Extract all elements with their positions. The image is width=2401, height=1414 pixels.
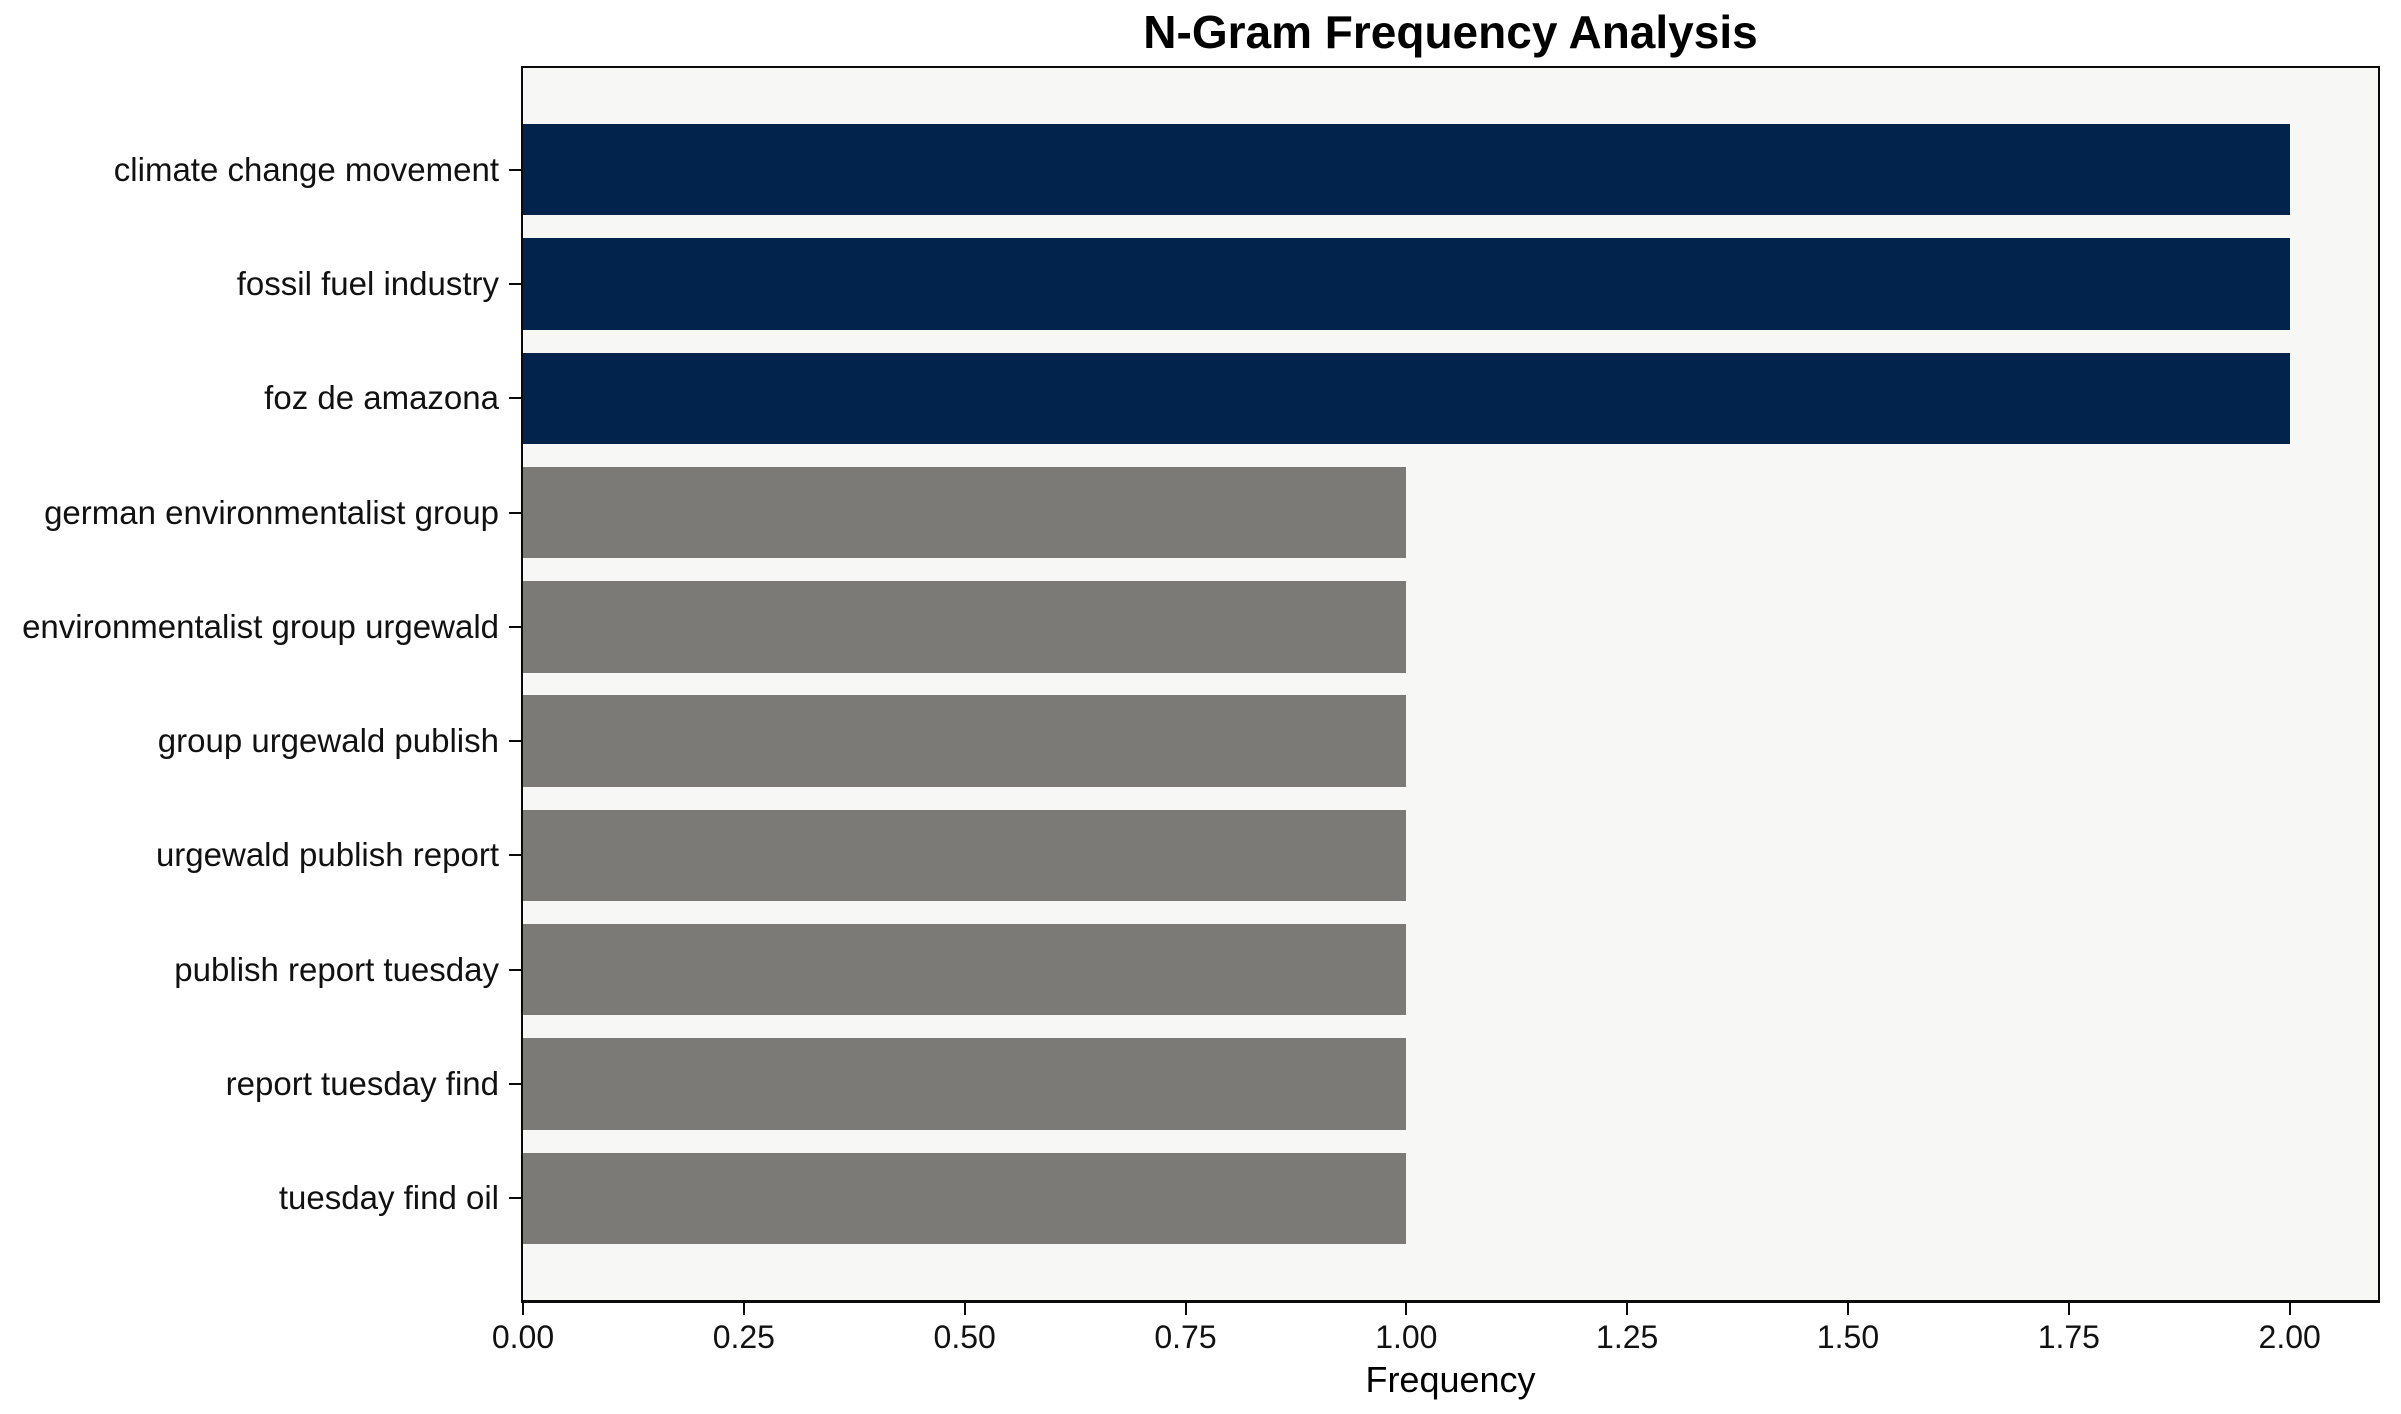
y-tick-label: publish report tuesday: [174, 950, 499, 988]
y-tick-label: foz de amazona: [264, 379, 499, 417]
y-tick-mark: [509, 511, 521, 514]
x-tick-mark: [963, 1303, 966, 1315]
bar: [523, 124, 2290, 216]
bar: [523, 352, 2290, 444]
x-tick-mark: [742, 1303, 745, 1315]
y-tick-label: fossil fuel industry: [236, 265, 499, 302]
x-tick-label: 1.75: [2037, 1319, 2100, 1355]
x-tick-label: 0.25: [712, 1319, 775, 1355]
y-tick-mark: [509, 854, 521, 857]
y-tick-label: environmentalist group urgewald: [22, 607, 499, 645]
y-tick-mark: [509, 283, 521, 285]
y-tick-label: tuesday find oil: [278, 1179, 499, 1217]
y-tick-mark: [509, 968, 521, 971]
bar: [523, 1038, 1407, 1130]
x-tick-label: 1.00: [1375, 1319, 1438, 1355]
x-tick-label: 0.50: [933, 1319, 996, 1355]
bar: [523, 238, 2290, 330]
y-tick-mark: [509, 1197, 521, 1200]
x-tick-label: 1.50: [1816, 1319, 1880, 1355]
x-tick-mark: [1184, 1303, 1187, 1315]
x-tick-label: 1.25: [1596, 1319, 1659, 1355]
plot-area: [521, 66, 2380, 1303]
bar: [523, 695, 1407, 787]
y-tick-mark: [509, 625, 521, 628]
x-axis-label: Frequency: [1365, 1359, 1536, 1400]
x-tick-mark: [1405, 1303, 1408, 1315]
y-tick-label: urgewald publish report: [155, 836, 499, 874]
x-tick-label: 2.00: [2258, 1319, 2321, 1355]
x-tick-mark: [2067, 1303, 2070, 1315]
x-tick-label: 0.00: [491, 1319, 555, 1355]
y-tick-label: group urgewald publish: [157, 722, 499, 760]
y-tick-mark: [509, 168, 521, 171]
bar: [523, 581, 1407, 673]
x-tick-mark: [1626, 1303, 1629, 1315]
y-tick-label: german environmentalist group: [44, 493, 499, 531]
chart-title: N-Gram Frequency Analysis: [1143, 6, 1758, 58]
y-tick-label: climate change movement: [113, 150, 499, 188]
x-tick-mark: [1847, 1303, 1849, 1315]
y-tick-label: report tuesday find: [225, 1065, 499, 1102]
x-tick-mark: [2288, 1303, 2291, 1315]
y-tick-mark: [509, 740, 521, 743]
bar: [523, 924, 1407, 1016]
bar: [523, 1152, 1407, 1244]
x-tick-label: 0.75: [1154, 1319, 1217, 1355]
bar: [523, 809, 1407, 902]
bar: [523, 466, 1407, 559]
y-tick-mark: [509, 397, 521, 400]
x-tick-mark: [522, 1303, 524, 1315]
y-tick-mark: [509, 1083, 521, 1085]
